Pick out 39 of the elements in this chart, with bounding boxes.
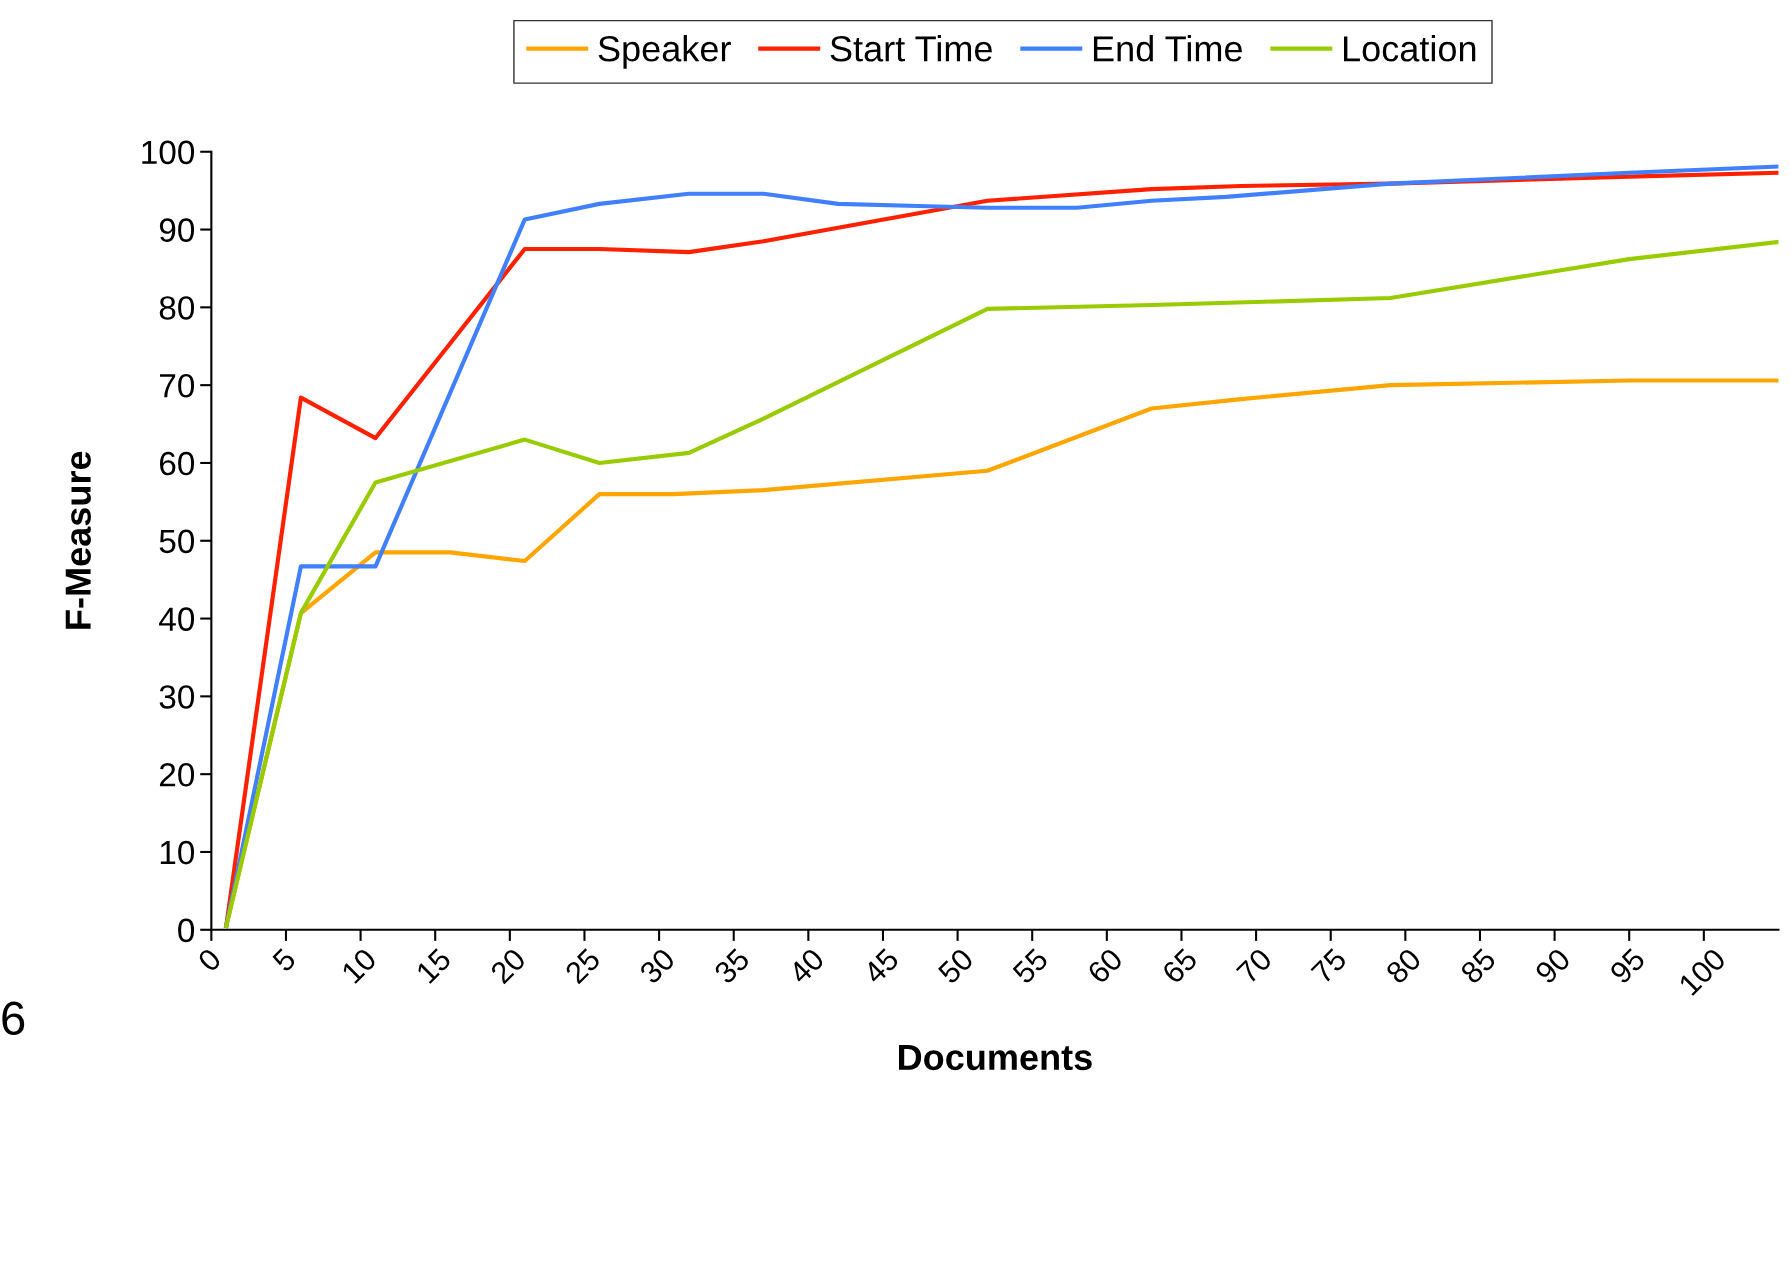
x-tick-label: 35 <box>713 947 751 985</box>
y-tick-label: 90 <box>159 218 195 242</box>
x-tick-label: 5 <box>271 947 297 973</box>
y-tick-label: 80 <box>159 296 195 320</box>
legend-label: End Time <box>1093 35 1242 62</box>
legend-label: Location <box>1344 35 1476 62</box>
y-tick-label: 10 <box>160 840 195 865</box>
x-tick-label: 15 <box>415 947 453 984</box>
x-tick-label: 70 <box>1235 947 1274 985</box>
y-tick-label: 100 <box>142 140 195 165</box>
x-tick-label: 25 <box>564 947 602 985</box>
x-tick-label: 80 <box>1384 947 1423 985</box>
x-tick-label: 40 <box>787 947 826 986</box>
x-tick-label: 85 <box>1459 947 1497 985</box>
legend-label: Start Time <box>830 35 992 62</box>
x-tick-label: 45 <box>862 947 900 986</box>
y-tick-label: 60 <box>159 451 195 476</box>
x-tick-label: 95 <box>1608 947 1647 985</box>
x-tick-label: 60 <box>1086 947 1124 985</box>
y-axis-title: F-Measure <box>65 451 91 629</box>
y-tick-label: 0 <box>178 918 195 943</box>
x-axis-title: Documents <box>899 1044 1092 1071</box>
legend-label: Speaker <box>598 35 731 69</box>
x-tick-label: 65 <box>1161 947 1199 985</box>
x-tick-label: 30 <box>638 947 677 985</box>
x-tick-label: 50 <box>936 947 975 985</box>
y-tick-label: 70 <box>160 373 195 398</box>
text: 6 <box>2 1001 25 1036</box>
y-tick-label: 20 <box>159 762 195 787</box>
x-tick-label: 10 <box>340 947 378 984</box>
x-tick-label: 75 <box>1310 947 1348 985</box>
y-tick-label: 30 <box>159 685 195 709</box>
y-tick-label: 50 <box>159 529 195 554</box>
x-tick-label: 0 <box>196 947 223 973</box>
x-tick-label: 100 <box>1677 947 1727 997</box>
x-tick-label: 90 <box>1534 947 1572 985</box>
x-tick-label: 20 <box>489 947 527 985</box>
y-tick-label: 40 <box>159 607 195 631</box>
x-tick-label: 55 <box>1011 947 1050 985</box>
